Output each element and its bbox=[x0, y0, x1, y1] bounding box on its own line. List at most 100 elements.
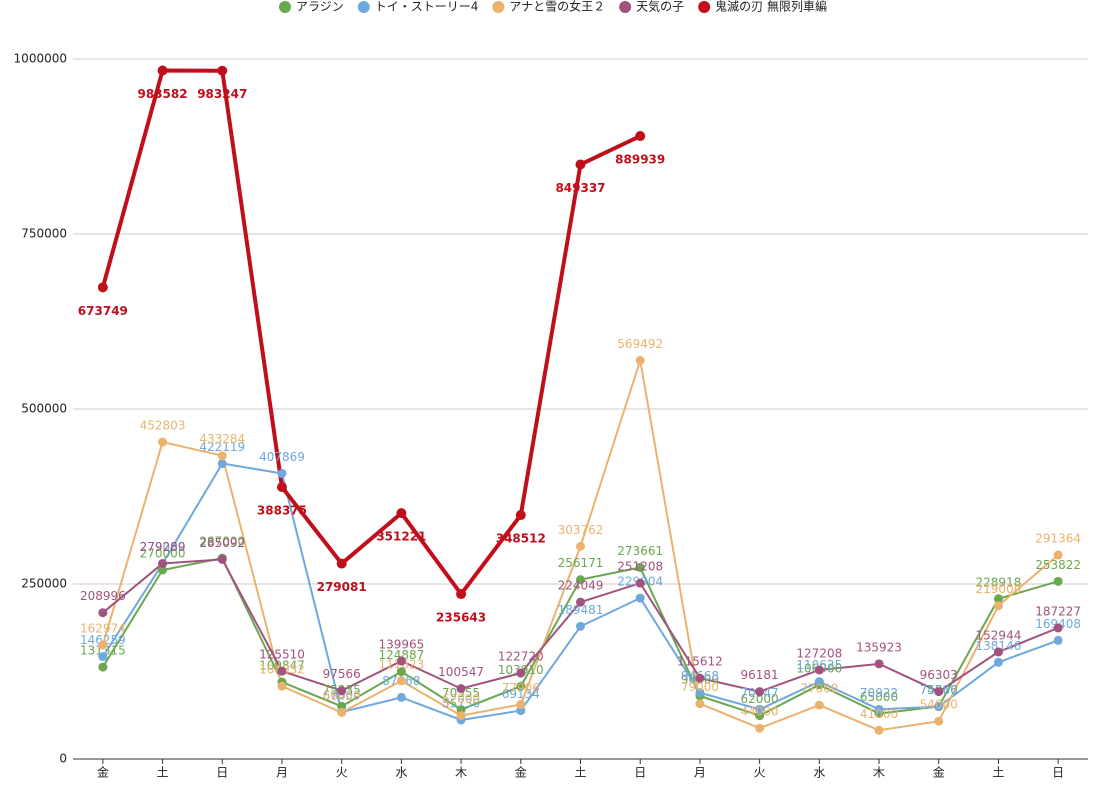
point bbox=[456, 589, 467, 600]
legend-label: トイ・ストーリー4 bbox=[375, 0, 479, 14]
data-label: 279081 bbox=[317, 580, 367, 594]
point bbox=[635, 578, 645, 588]
point bbox=[874, 659, 884, 669]
legend-swatch bbox=[278, 1, 291, 13]
data-label: 983582 bbox=[138, 87, 188, 101]
x-tick-label: 日 bbox=[1052, 766, 1064, 780]
series-line bbox=[100, 68, 642, 598]
data-label: 291364 bbox=[1035, 532, 1081, 546]
x-tick-label: 日 bbox=[634, 766, 646, 780]
point bbox=[396, 508, 407, 519]
point bbox=[516, 699, 526, 709]
point bbox=[277, 681, 287, 691]
x-tick-label: 金 bbox=[933, 765, 945, 780]
point bbox=[276, 482, 287, 493]
point bbox=[336, 558, 347, 569]
y-tick-label: 750000 bbox=[21, 227, 67, 241]
point bbox=[635, 593, 645, 603]
data-label: 110625 bbox=[796, 658, 842, 672]
data-label: 253822 bbox=[1035, 558, 1081, 572]
data-label: 279289 bbox=[140, 540, 186, 554]
point bbox=[98, 608, 108, 618]
data-label: 235643 bbox=[436, 611, 486, 625]
data-label: 146259 bbox=[80, 633, 126, 647]
data-label: 285092 bbox=[199, 536, 245, 550]
data-label: 127208 bbox=[796, 646, 842, 660]
data-label: 96303 bbox=[920, 668, 958, 682]
x-tick-label: 土 bbox=[157, 766, 169, 780]
x-tick-label: 火 bbox=[336, 766, 348, 780]
data-label: 100547 bbox=[438, 665, 484, 679]
point bbox=[575, 159, 586, 170]
point bbox=[1053, 576, 1063, 586]
data-label: 569492 bbox=[617, 337, 663, 351]
point bbox=[217, 554, 227, 564]
legend-label: 鬼滅の刃 無限列車編 bbox=[715, 0, 827, 14]
x-tick-label: 月 bbox=[276, 766, 288, 780]
data-label: 65000 bbox=[860, 690, 898, 704]
point bbox=[1053, 635, 1063, 645]
data-label: 125510 bbox=[259, 648, 305, 662]
data-label: 152944 bbox=[976, 628, 1022, 642]
x-tick-label: 金 bbox=[97, 765, 109, 780]
point bbox=[396, 676, 406, 686]
point bbox=[993, 594, 1003, 604]
data-label: 452803 bbox=[140, 419, 186, 433]
x-tick-label: 金 bbox=[515, 765, 527, 780]
data-label: 983247 bbox=[197, 87, 247, 101]
data-label: 251208 bbox=[617, 560, 663, 574]
data-label: 62000 bbox=[442, 692, 480, 706]
data-label: 96181 bbox=[741, 668, 779, 682]
point bbox=[635, 131, 646, 142]
point bbox=[993, 601, 1003, 611]
point bbox=[98, 640, 108, 650]
point bbox=[516, 681, 526, 691]
point bbox=[635, 562, 645, 572]
data-label: 77000 bbox=[800, 682, 838, 696]
data-label: 69134 bbox=[502, 687, 540, 701]
y-tick-label: 1000000 bbox=[14, 52, 67, 66]
point bbox=[217, 459, 227, 469]
point bbox=[277, 666, 287, 676]
x-tick-label: 水 bbox=[813, 766, 825, 780]
legend-swatch bbox=[492, 1, 505, 13]
point bbox=[695, 673, 705, 683]
data-label: 62000 bbox=[741, 692, 779, 706]
data-label: 303762 bbox=[558, 523, 604, 537]
legend-swatch bbox=[619, 1, 632, 13]
point bbox=[576, 597, 585, 607]
point bbox=[814, 700, 824, 710]
data-label: 228918 bbox=[976, 575, 1022, 589]
point bbox=[755, 687, 765, 697]
point bbox=[993, 657, 1003, 667]
data-label: 67000 bbox=[323, 689, 361, 703]
y-tick-label: 250000 bbox=[21, 577, 67, 591]
point bbox=[217, 451, 227, 461]
point bbox=[695, 699, 705, 709]
data-label: 287000 bbox=[199, 535, 245, 549]
data-label: 55730 bbox=[442, 696, 480, 710]
data-label: 433284 bbox=[199, 432, 245, 446]
point bbox=[934, 716, 944, 726]
data-label: 279000 bbox=[140, 540, 186, 554]
y-tick-label: 500000 bbox=[21, 402, 67, 416]
data-label: 273661 bbox=[617, 544, 663, 558]
data-label: 189481 bbox=[558, 603, 604, 617]
point bbox=[934, 702, 944, 712]
point bbox=[158, 437, 168, 447]
data-label: 77906 bbox=[502, 681, 540, 695]
point bbox=[755, 723, 765, 733]
point bbox=[874, 704, 884, 714]
point bbox=[576, 621, 585, 631]
x-tick-label: 月 bbox=[694, 766, 706, 780]
legend-swatch bbox=[357, 1, 370, 13]
legend-swatch bbox=[698, 1, 711, 13]
legend-label: 天気の子 bbox=[636, 0, 684, 14]
data-label: 889939 bbox=[615, 153, 665, 167]
x-tick-label: 土 bbox=[574, 766, 586, 780]
data-label: 54000 bbox=[920, 698, 958, 712]
legend-label: アナと雪の女王２ bbox=[509, 0, 605, 14]
point bbox=[814, 665, 824, 675]
point bbox=[337, 707, 347, 717]
